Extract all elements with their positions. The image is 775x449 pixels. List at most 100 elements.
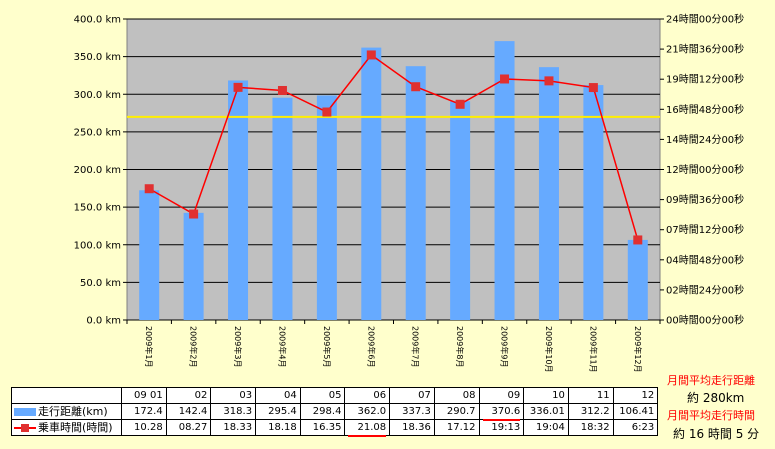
distance-series-name: 走行距離(km)	[38, 405, 108, 418]
series-line	[148, 53, 639, 241]
left-tick-label: 150.0 km	[74, 203, 121, 214]
left-tick-label: 200.0 km	[74, 165, 121, 176]
table-corner-cell	[11, 387, 122, 404]
bar-legend-swatch	[14, 408, 36, 416]
left-tick-label: 300.0 km	[74, 90, 121, 101]
time-cell: 08.27	[165, 419, 212, 436]
avg-distance-label: 月間平均走行距離	[667, 374, 755, 387]
left-tick-label: 50.0 km	[80, 278, 121, 289]
time-cell: 18:32	[567, 419, 614, 436]
time-cell: 18.18	[255, 419, 301, 436]
distance-cell: 142.4	[165, 403, 212, 420]
bar	[405, 66, 426, 320]
right-tick-label: 16時間48分00秒	[666, 103, 744, 116]
time-cell: 19:04	[523, 419, 569, 436]
right-tick-label: 07時間12分00秒	[666, 223, 744, 236]
distance-cell-max: 370.6	[478, 403, 525, 422]
time-row-label: 乗車時間(時間)	[11, 419, 122, 436]
left-tick-label: 100.0 km	[74, 240, 121, 251]
category-label: 2009年6月	[366, 326, 376, 367]
line-marker	[233, 82, 243, 92]
time-cell-max: 21.08	[344, 419, 391, 438]
avg-distance-value: 約 280km	[687, 391, 745, 405]
bar	[272, 97, 293, 320]
time-cell: 17.12	[433, 419, 480, 436]
line-marker	[500, 74, 510, 84]
line-marker	[455, 99, 465, 109]
right-tick-label: 02時間24分00秒	[666, 283, 744, 296]
avg-time-value: 約 16 時間 5 分	[673, 427, 760, 441]
category-label: 2009年12月	[633, 326, 643, 373]
header-cell: 08	[433, 387, 480, 404]
line-marker	[544, 76, 554, 86]
distance-row: 走行距離(km) 172.4 142.4 318.3 295.4 298.4 3…	[11, 403, 659, 422]
distance-cell: 337.3	[389, 403, 435, 420]
right-tick-label: 21時間36分00秒	[666, 43, 744, 56]
header-cell: 07	[389, 387, 435, 404]
left-tick-label: 0.0 km	[86, 316, 121, 327]
distance-cell: 336.01	[523, 403, 569, 420]
time-series-name: 乗車時間(時間)	[38, 421, 113, 434]
bar	[316, 95, 337, 320]
right-tick-label: 19時間12分00秒	[666, 73, 744, 86]
header-cell: 09 01	[121, 387, 167, 404]
header-cell: 04	[255, 387, 301, 404]
time-row: 乗車時間(時間) 10.28 08.27 18.33 18.18 16.35 2…	[11, 419, 659, 438]
right-tick-label: 12時間00分00秒	[666, 163, 744, 176]
category-label: 2009年3月	[233, 326, 243, 367]
distance-cell: 362.0	[344, 403, 391, 420]
line-marker	[411, 82, 421, 92]
category-label: 2009年5月	[322, 326, 332, 367]
left-tick-label: 250.0 km	[74, 127, 121, 138]
header-cell: 02	[165, 387, 212, 404]
header-cell: 05	[299, 387, 346, 404]
line-marker	[633, 235, 643, 245]
category-label: 2009年9月	[500, 326, 510, 367]
right-tick-label: 00時間00分00秒	[666, 314, 744, 327]
left-tick-label: 400.0 km	[74, 15, 121, 26]
distance-cell: 318.3	[210, 403, 257, 420]
right-tick-label: 09時間36分00秒	[666, 193, 744, 206]
line-marker	[189, 209, 199, 219]
line-marker	[277, 85, 287, 95]
header-cell: 06	[344, 387, 391, 404]
header-cell: 12	[612, 387, 659, 404]
header-cell: 11	[567, 387, 614, 404]
category-label: 2009年4月	[277, 326, 287, 367]
table-header-row: 09 01 02 03 04 05 06 07 08 09 10 11 12	[11, 387, 659, 404]
bar	[494, 41, 515, 320]
line-marker	[588, 83, 598, 93]
line-marker	[322, 107, 332, 117]
right-tick-label: 04時間48分00秒	[666, 253, 744, 266]
bar	[228, 80, 249, 320]
time-cell: 6:23	[612, 419, 659, 436]
bar	[538, 67, 559, 321]
category-label: 2009年10月	[544, 326, 554, 373]
header-cell: 03	[210, 387, 257, 404]
right-tick-label: 24時間00分00秒	[666, 13, 744, 26]
time-cell: 18.36	[389, 419, 435, 436]
bar	[361, 47, 382, 320]
distance-cell: 172.4	[121, 403, 167, 420]
distance-cell: 106.41	[612, 403, 659, 420]
distance-cell: 295.4	[255, 403, 301, 420]
bar	[183, 212, 204, 320]
category-label: 2009年1月	[144, 326, 154, 367]
bar	[627, 239, 648, 320]
right-tick-label: 14時間24分00秒	[666, 133, 744, 146]
distance-cell: 312.2	[567, 403, 614, 420]
distance-row-label: 走行距離(km)	[11, 403, 122, 420]
time-cell: 19:13	[478, 419, 525, 436]
category-label: 2009年7月	[411, 326, 421, 367]
bar	[583, 85, 604, 320]
line-marker	[144, 184, 154, 194]
time-cell: 16.35	[299, 419, 346, 436]
time-cell: 10.28	[121, 419, 167, 436]
distance-cell: 298.4	[299, 403, 346, 420]
category-label: 2009年2月	[189, 326, 199, 367]
data-table: 09 01 02 03 04 05 06 07 08 09 10 11 12 走…	[11, 387, 659, 438]
time-cell: 18.33	[210, 419, 257, 436]
line-legend-swatch	[14, 423, 36, 433]
category-label: 2009年8月	[455, 326, 465, 367]
avg-time-label: 月間平均走行時間	[667, 409, 755, 422]
